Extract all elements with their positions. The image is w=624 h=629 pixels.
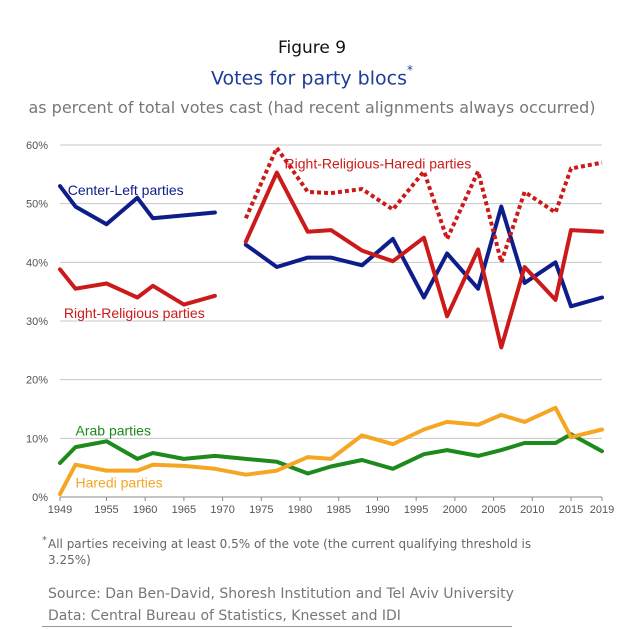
arab-parties-line [58, 432, 604, 476]
figure-label: Figure 9 [277, 38, 347, 58]
right-religious-parties-label: Right-Religious parties [64, 305, 205, 321]
line-chart: 0% 10% 20% 30% 40% 50% 60% 1949 1955 1960 1965 197… [26, 140, 614, 516]
arab-parties-label: Arab parties [75, 422, 150, 438]
footnote: * All parties receiving at least 0.5% of… [42, 535, 548, 568]
x-tick-label: 2019 [590, 504, 614, 516]
grid-lines [60, 144, 602, 498]
y-tick-label: 0% [32, 492, 48, 504]
y-tick-label: 60% [26, 140, 48, 152]
x-tick-label: 2000 [443, 504, 467, 516]
x-tick-label: 2005 [481, 504, 505, 516]
y-tick-label: 30% [26, 316, 48, 328]
haredi-parties-label: Haredi parties [75, 475, 162, 491]
chart-subtitle: as percent of total votes cast (had rece… [28, 98, 596, 117]
x-tick-label: 2010 [520, 504, 544, 516]
right-religious-parties-line [58, 267, 217, 307]
x-axis-tick-labels: 1949 1955 1960 1965 1970 1975 1980 1985 1990 1995… [48, 497, 614, 516]
footnote-text: All parties receiving at least 0.5% of t… [48, 537, 532, 567]
series-lines [58, 145, 604, 497]
y-tick-label: 20% [26, 375, 48, 387]
right-religious-parties-line [243, 170, 604, 350]
right-religious-haredi-parties-label: Right-Religious-Haredi parties [285, 155, 472, 171]
footnote-marker: * [42, 535, 47, 546]
x-tick-label: 1955 [94, 504, 118, 516]
data-source: Data: Central Bureau of Statistics, Knes… [48, 608, 401, 624]
x-tick-label: 1965 [172, 504, 196, 516]
x-tick-label: 2015 [559, 504, 583, 516]
y-axis-tick-labels: 0% 10% 20% 30% 40% 50% 60% [26, 140, 48, 504]
right-religious-haredi-parties-line [243, 145, 603, 265]
x-tick-label: 1980 [288, 504, 312, 516]
footer-divider [42, 626, 512, 627]
chart-title: Votes for party blocs* [0, 63, 624, 90]
x-tick-label: 1949 [48, 504, 72, 516]
x-tick-label: 1995 [404, 504, 428, 516]
series-labels: Center-Left parties Right-Religious-Hared… [64, 155, 471, 490]
title-marker: * [406, 63, 413, 77]
x-tick-label: 1985 [327, 504, 351, 516]
haredi-parties-line [58, 405, 604, 497]
y-tick-label: 50% [26, 199, 48, 211]
center-left-parties-label: Center-Left parties [68, 182, 184, 198]
x-tick-label: 1970 [210, 504, 234, 516]
chart-title-text: Votes for party blocs [211, 67, 407, 90]
x-tick-label: 1975 [249, 504, 273, 516]
y-tick-label: 40% [26, 257, 48, 269]
x-tick-label: 1960 [133, 504, 157, 516]
x-tick-label: 1990 [365, 504, 389, 516]
y-tick-label: 10% [26, 433, 48, 445]
source-credit: Source: Dan Ben-David, Shoresh Instituti… [48, 586, 514, 602]
center-left-parties-line [58, 184, 217, 227]
